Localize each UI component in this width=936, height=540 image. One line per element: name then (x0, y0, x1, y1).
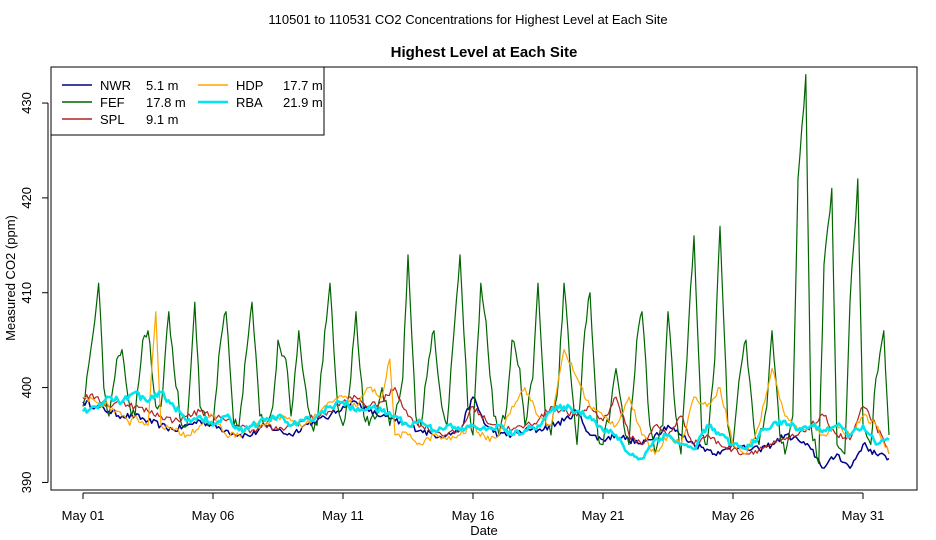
legend-label-rba: RBA (236, 95, 263, 110)
x-tick-label: May 11 (322, 508, 364, 523)
legend-label-fef: FEF (100, 95, 125, 110)
series-line-spl (82, 387, 890, 456)
y-tick-label: 430 (19, 92, 34, 114)
x-axis: May 01 May 06 May 11 May 16 May 21 May 26 May … (62, 492, 885, 523)
x-tick-label: May 31 (842, 508, 885, 523)
chart-suptitle: 110501 to 110531 CO2 Concentrations for … (268, 12, 667, 27)
plot-lines (81, 74, 890, 469)
x-tick-label: May 21 (582, 508, 625, 523)
legend-height-nwr: 5.1 m (146, 78, 179, 93)
y-tick-label: 390 (19, 472, 34, 494)
x-tick-label: May 06 (192, 508, 235, 523)
series-line-rba (81, 390, 890, 461)
series-line-fef (82, 74, 890, 464)
y-axis-label: Measured CO2 (ppm) (3, 215, 18, 341)
x-tick-label: May 26 (712, 508, 755, 523)
legend-height-spl: 9.1 m (146, 112, 179, 127)
y-axis: 390 400 410 420 430 (19, 92, 49, 494)
x-tick-label: May 16 (452, 508, 495, 523)
legend-height-hdp: 17.7 m (283, 78, 323, 93)
legend-label-nwr: NWR (100, 78, 131, 93)
chart-title: Highest Level at Each Site (391, 44, 578, 61)
y-tick-label: 400 (19, 377, 34, 399)
y-tick-label: 420 (19, 187, 34, 209)
legend-box (50, 66, 325, 136)
x-tick-label: May 01 (62, 508, 105, 523)
plot-frame (50, 66, 918, 491)
legend-height-fef: 17.8 m (146, 95, 186, 110)
x-axis-label: Date (470, 523, 497, 538)
legend-height-rba: 21.9 m (283, 95, 323, 110)
legend-label-spl: SPL (100, 112, 125, 127)
legend-label-hdp: HDP (236, 78, 263, 93)
series-line-nwr (82, 396, 890, 469)
y-tick-label: 410 (19, 282, 34, 304)
legend: NWR 5.1 m FEF 17.8 m SPL 9.1 m HDP 17.7 m RBA 21.… (50, 66, 325, 136)
